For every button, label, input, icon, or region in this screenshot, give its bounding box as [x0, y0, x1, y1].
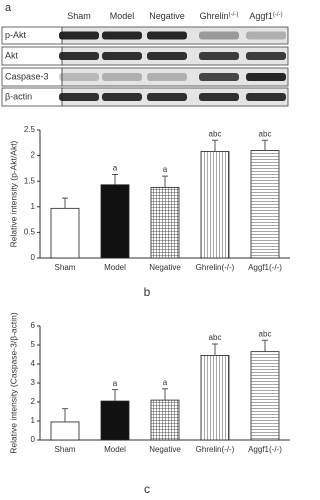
- column-header: Model: [110, 11, 135, 21]
- x-tick-label: Sham: [55, 263, 76, 272]
- error-bar: [162, 388, 168, 401]
- panel-label: b: [144, 285, 151, 299]
- column-name: Sham: [67, 11, 91, 21]
- annotation: abc: [259, 329, 272, 338]
- error-bar: [212, 343, 218, 356]
- error-bar: [262, 339, 268, 352]
- blot-band: [102, 73, 142, 81]
- y-tick-label: 4: [31, 359, 36, 368]
- column-header: Aggf1(-/-): [249, 11, 282, 21]
- blot-band: [147, 31, 187, 40]
- figure: a Sham Model Negative Ghrelin(-/-) Aggf1(-/-…: [1, 2, 290, 496]
- x-tick-label: Negative: [149, 445, 181, 454]
- x-tick-label: Sham: [55, 445, 76, 454]
- x-tick-label: Model: [104, 445, 126, 454]
- row-label: Caspase-3: [5, 71, 49, 81]
- error-bar: [212, 139, 218, 152]
- column-superscript: (-/-): [229, 12, 239, 18]
- blot-band: [246, 52, 286, 60]
- blot-band: [59, 93, 99, 101]
- blot-band: [102, 31, 142, 40]
- y-axis-label: Relative intensity (Caspase-3/β-actin): [8, 312, 18, 454]
- x-tick-label: Negative: [149, 263, 181, 272]
- y-tick-label: 0: [31, 435, 36, 444]
- error-bar: [62, 197, 68, 209]
- annotation: a: [113, 164, 118, 173]
- blot-band: [59, 73, 99, 81]
- y-tick-label: 1: [31, 416, 36, 425]
- x-tick-label: Ghrelin(-/-): [196, 445, 235, 454]
- row-label: β-actin: [5, 91, 32, 101]
- column-header: Ghrelin(-/-): [200, 11, 239, 21]
- y-tick-label: 2: [31, 397, 36, 406]
- blot-band: [199, 52, 239, 60]
- bar: [150, 399, 180, 441]
- blot-band: [246, 73, 286, 81]
- x-tick-label: Aggf1(-/-): [248, 263, 282, 272]
- column-header: Sham: [67, 11, 91, 21]
- blot-band: [59, 31, 99, 40]
- blot-band: [199, 31, 239, 40]
- error-bar: [112, 174, 118, 185]
- y-tick-label: 3: [31, 378, 36, 387]
- error-bar: [112, 389, 118, 402]
- blot-band: [147, 52, 187, 60]
- y-tick-label: 0.5: [24, 228, 36, 237]
- y-tick-label: 1: [31, 202, 36, 211]
- bar: [250, 150, 280, 259]
- column-name: Aggf1: [249, 11, 273, 21]
- y-axis-label: Relative intensity (p-Akt/Akt): [8, 140, 18, 247]
- x-tick-label: Model: [104, 263, 126, 272]
- y-tick-label: 5: [31, 340, 36, 349]
- blot-band: [246, 31, 286, 40]
- annotation: a: [113, 379, 118, 388]
- panel-label: c: [144, 482, 150, 496]
- blot-band: [102, 93, 142, 101]
- blot-band: [59, 52, 99, 60]
- y-tick-label: 2.5: [24, 125, 36, 134]
- blot-band: [246, 93, 286, 101]
- annotation: abc: [259, 129, 272, 138]
- bar: [200, 151, 230, 259]
- x-tick-label: Ghrelin(-/-): [196, 263, 235, 272]
- column-name: Model: [110, 11, 135, 21]
- y-tick-label: 1.5: [24, 176, 36, 185]
- blot-box: [61, 67, 289, 87]
- annotation: abc: [209, 333, 222, 342]
- annotation: a: [163, 378, 168, 387]
- column-header: Negative: [149, 11, 185, 21]
- blot-band: [102, 52, 142, 60]
- y-tick-label: 6: [31, 321, 36, 330]
- bar: [100, 184, 130, 259]
- blot-band: [199, 73, 239, 81]
- column-name: Negative: [149, 11, 185, 21]
- panel-label: a: [5, 2, 12, 14]
- x-tick-label: Aggf1(-/-): [248, 445, 282, 454]
- blot-band: [199, 93, 239, 101]
- bar: [50, 207, 80, 259]
- y-tick-label: 2: [31, 151, 36, 160]
- blot-band: [147, 93, 187, 101]
- error-bar: [62, 408, 68, 422]
- column-superscript: (-/-): [273, 12, 283, 18]
- bar: [50, 421, 80, 441]
- annotation: a: [163, 165, 168, 174]
- bar: [100, 400, 130, 441]
- row-label: p-Akt: [5, 30, 27, 40]
- annotation: abc: [209, 129, 222, 138]
- blot-band: [147, 73, 187, 81]
- bar: [150, 186, 180, 259]
- row-label: Akt: [5, 50, 19, 60]
- column-name: Ghrelin: [200, 11, 229, 21]
- error-bar: [262, 139, 268, 151]
- bar: [200, 355, 230, 441]
- bar: [250, 351, 280, 441]
- error-bar: [162, 175, 168, 188]
- y-tick-label: 0: [31, 253, 36, 262]
